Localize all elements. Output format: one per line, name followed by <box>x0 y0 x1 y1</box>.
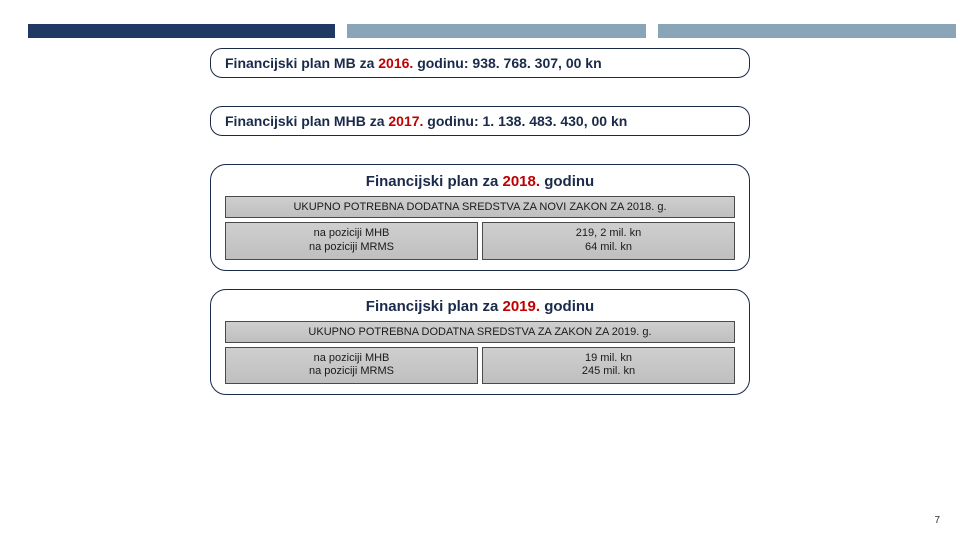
slide-content: Financijski plan MB za 2016. godinu: 938… <box>0 48 960 413</box>
plan-2018-band: UKUPNO POTREBNA DODATNA SREDSTVA ZA NOVI… <box>225 196 735 218</box>
plan-2017-year: 2017. <box>388 113 423 129</box>
topbar-seg-1 <box>28 24 335 38</box>
plan-2018-title-year: 2018. <box>503 173 541 190</box>
plan-2018-title: Financijski plan za 2018. godinu <box>225 173 735 190</box>
plan-2019-band: UKUPNO POTREBNA DODATNA SREDSTVA ZA ZAKO… <box>225 321 735 343</box>
plan-2016-pre: Financijski plan MB za <box>225 55 378 71</box>
plan-2017-pre: Financijski plan MHB za <box>225 113 388 129</box>
plan-2018-title-post: godinu <box>540 173 594 190</box>
plan-2019-right-l2: 245 mil. kn <box>489 365 728 379</box>
plan-2019-right-l1: 19 mil. kn <box>489 352 728 366</box>
plan-2018-title-pre: Financijski plan za <box>366 173 503 190</box>
plan-2018-left-col: na poziciji MHB na poziciji MRMS <box>225 222 478 260</box>
plan-2016-year: 2016. <box>378 55 413 71</box>
plan-2017-amount: 1. 138. 483. 430, 00 kn <box>483 113 628 129</box>
plan-2017-pill: Financijski plan MHB za 2017. godinu: 1.… <box>210 106 750 136</box>
plan-2018-left-l1: na poziciji MHB <box>232 227 471 241</box>
topbar-seg-2 <box>347 24 645 38</box>
plan-2019-title: Financijski plan za 2019. godinu <box>225 298 735 315</box>
page-number: 7 <box>934 515 940 526</box>
plan-2019-left-l2: na poziciji MRMS <box>232 365 471 379</box>
plan-2018-columns: na poziciji MHB na poziciji MRMS 219, 2 … <box>225 222 735 260</box>
top-accent-bar <box>28 24 932 38</box>
plan-2019-title-year: 2019. <box>503 298 541 315</box>
plan-2018-right-col: 219, 2 mil. kn 64 mil. kn <box>482 222 735 260</box>
plan-2018-block: Financijski plan za 2018. godinu UKUPNO … <box>210 164 750 271</box>
plan-2019-title-post: godinu <box>540 298 594 315</box>
plan-2018-left-l2: na poziciji MRMS <box>232 241 471 255</box>
plan-2019-title-pre: Financijski plan za <box>366 298 503 315</box>
plan-2016-amount: 938. 768. 307, 00 kn <box>472 55 601 71</box>
topbar-seg-3 <box>658 24 956 38</box>
plan-2019-right-col: 19 mil. kn 245 mil. kn <box>482 347 735 385</box>
plan-2019-columns: na poziciji MHB na poziciji MRMS 19 mil.… <box>225 347 735 385</box>
plan-2016-pill: Financijski plan MB za 2016. godinu: 938… <box>210 48 750 78</box>
plan-2016-mid: godinu: <box>413 55 472 71</box>
plan-2018-right-l1: 219, 2 mil. kn <box>489 227 728 241</box>
plan-2019-left-col: na poziciji MHB na poziciji MRMS <box>225 347 478 385</box>
plan-2018-right-l2: 64 mil. kn <box>489 241 728 255</box>
plan-2017-mid: godinu: <box>423 113 482 129</box>
plan-2019-left-l1: na poziciji MHB <box>232 352 471 366</box>
plan-2019-block: Financijski plan za 2019. godinu UKUPNO … <box>210 289 750 396</box>
